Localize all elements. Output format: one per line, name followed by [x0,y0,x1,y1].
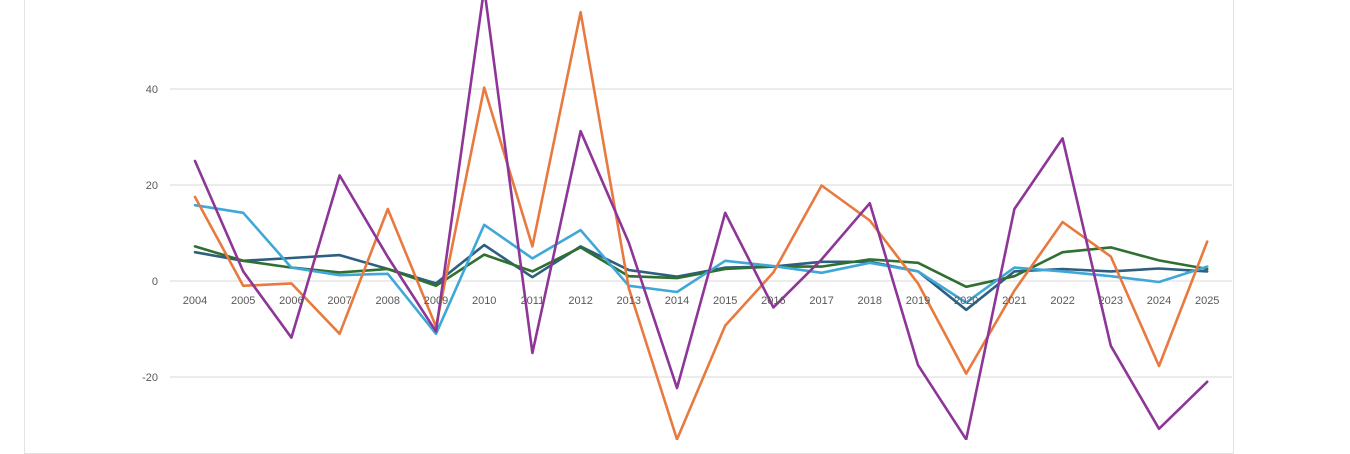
x-tick-label: 2018 [858,295,882,307]
series-line-4 [193,10,1209,440]
x-tick-label: 2013 [617,295,641,307]
y-tick-label: 0 [152,276,158,288]
line-chart: 40 20 0 -20 2004 2005 2006 2007 2008 2009 2010 201… [142,0,1232,440]
x-tick-label: 2006 [279,295,303,307]
x-tick-label: 2009 [424,295,448,307]
x-axis-labels: 2004 2005 2006 2007 2008 2009 2010 2011 2012 2013… [183,295,1220,307]
x-tick-label: 2011 [521,295,545,307]
x-tick-label: 2016 [761,295,785,307]
x-tick-label: 2019 [906,295,930,307]
y-tick-label: 20 [146,180,158,192]
x-tick-label: 2025 [1195,295,1219,307]
gridlines [170,88,1232,378]
x-tick-label: 2021 [1002,295,1026,307]
x-tick-label: 2020 [954,295,978,307]
x-tick-label: 2012 [568,295,592,307]
y-tick-label: -20 [142,372,158,384]
x-tick-label: 2022 [1050,295,1074,307]
chart-frame [24,0,1234,454]
x-tick-label: 2005 [231,295,255,307]
x-tick-label: 2004 [183,295,207,307]
x-tick-label: 2023 [1099,295,1123,307]
x-tick-label: 2007 [327,295,351,307]
x-tick-label: 2008 [376,295,400,307]
series-lines [193,0,1209,440]
y-axis-labels: 40 20 0 -20 [142,84,158,384]
x-tick-label: 2014 [665,295,689,307]
x-tick-label: 2017 [809,295,833,307]
y-tick-label: 40 [146,84,158,96]
x-tick-label: 2024 [1147,295,1171,307]
series-line-5 [193,0,1209,440]
x-tick-label: 2010 [472,295,496,307]
x-tick-label: 2015 [713,295,737,307]
